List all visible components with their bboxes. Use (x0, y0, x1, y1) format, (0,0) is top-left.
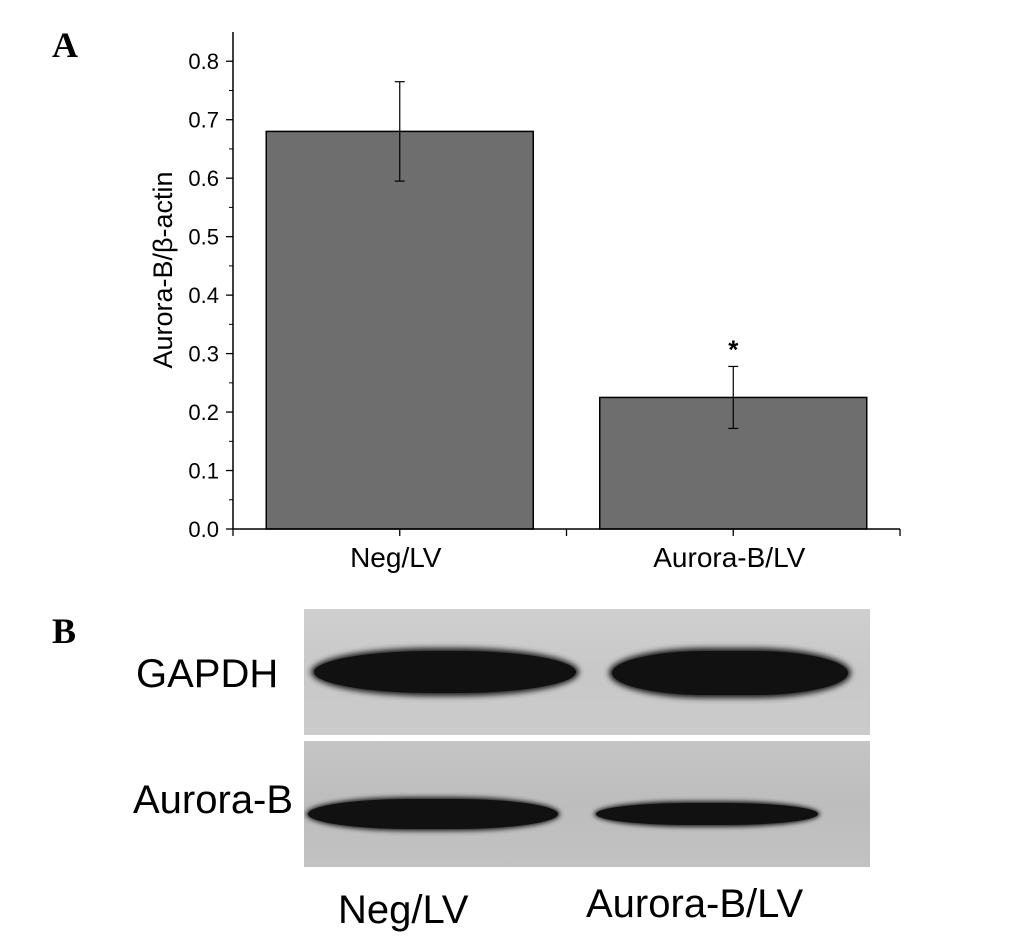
blot-lane-label-neg: Neg/LV (338, 888, 469, 932)
blot-band (308, 799, 558, 829)
y-axis-title: Aurora-B/β-actin (148, 171, 178, 368)
panel-b-label: B (52, 611, 77, 651)
western-blot-aurora-b (304, 741, 870, 867)
panel-a-label: A (52, 25, 78, 65)
x-tick-label: Aurora-B/LV (653, 542, 805, 573)
western-blot-gapdh (304, 609, 870, 735)
y-tick-label: 0.8 (188, 49, 219, 74)
blot-band (314, 651, 576, 693)
blot-band (596, 803, 818, 825)
blot-row-label-gapdh: GAPDH (136, 652, 279, 696)
blot-lane-label-aurora-b: Aurora-B/LV (586, 882, 804, 926)
y-tick-label: 0.1 (188, 459, 219, 484)
blot-band (612, 651, 848, 695)
y-tick-label: 0.2 (188, 400, 219, 425)
blot-row-label-aurora-b: Aurora-B (133, 778, 294, 822)
significance-marker: * (728, 334, 739, 364)
y-tick-label: 0.6 (188, 166, 219, 191)
chart-plot-area: Neg/LV * Aurora-B/LV 0.0 0.1 0.2 0.3 0.4 0.5 0.6 0… (188, 32, 901, 573)
bar (265, 130, 534, 530)
y-tick-label: 0.7 (188, 108, 219, 133)
y-tick-label: 0.4 (188, 283, 219, 308)
y-tick-label: 0.3 (188, 342, 219, 367)
y-tick-label: 0.5 (188, 225, 219, 250)
x-tick-label: Neg/LV (350, 542, 442, 573)
bar-chart: Neg/LV * Aurora-B/LV 0.0 0.1 0.2 0.3 0.4 0.5 0.6 0… (148, 32, 901, 573)
y-tick-label: 0.0 (188, 517, 219, 542)
